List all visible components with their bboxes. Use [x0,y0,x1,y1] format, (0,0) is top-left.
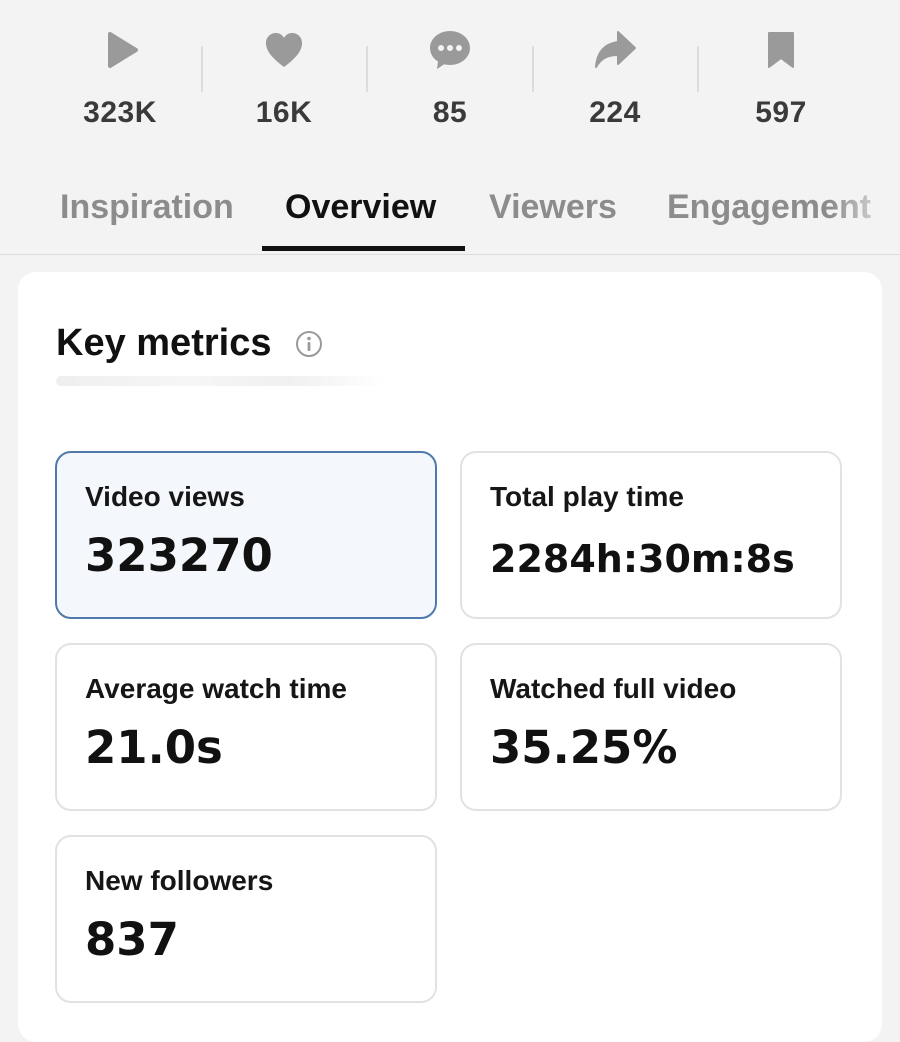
metric-label: Average watch time [85,673,347,704]
stat-views-value: 323K [83,96,157,129]
stat-shares-value: 224 [589,96,641,129]
metric-label: New followers [85,865,274,896]
stat-saves[interactable]: 597 [711,28,851,138]
stat-comments[interactable]: 85 [380,28,520,138]
tab-overview[interactable]: Overview [285,188,437,226]
divider [532,46,534,92]
stat-likes-value: 16K [255,96,313,129]
metric-label: Video views [85,481,245,512]
divider [697,46,699,92]
analytics-tabs: Inspiration Overview Viewers Engagement [0,170,900,255]
divider [201,46,203,92]
active-tab-indicator [262,246,465,251]
stat-likes[interactable]: 16K [214,28,354,138]
comment-icon [428,28,472,72]
obscured-subtitle [56,376,386,386]
video-stats-bar: 323K 16K 85 224 597 [0,0,900,150]
metric-average-watch-time[interactable]: Average watch time 21.0s [55,643,437,811]
stat-shares[interactable]: 224 [545,28,685,138]
metric-value: 35.25% [490,721,678,774]
metric-watched-full-video[interactable]: Watched full video 35.25% [460,643,842,811]
metric-value: 2284h:30m:8s [490,537,795,581]
info-icon[interactable] [294,329,324,359]
bookmark-icon [759,28,803,72]
stat-comments-value: 85 [432,96,468,129]
metric-value: 837 [85,913,179,966]
metric-value: 323270 [85,529,273,582]
play-icon [98,28,142,72]
stat-views[interactable]: 323K [50,28,190,138]
stat-saves-value: 597 [755,96,807,129]
tab-viewers[interactable]: Viewers [489,188,617,226]
tab-inspiration[interactable]: Inspiration [60,188,234,226]
metric-video-views[interactable]: Video views 323270 [55,451,437,619]
share-icon [593,28,637,72]
divider [366,46,368,92]
section-title: Key metrics [56,322,272,364]
metric-new-followers[interactable]: New followers 837 [55,835,437,1003]
metric-label: Watched full video [490,673,737,704]
tab-scroll-fade [830,170,900,250]
metric-value: 21.0s [85,721,223,774]
metric-total-play-time[interactable]: Total play time 2284h:30m:8s [460,451,842,619]
metric-label: Total play time [490,481,684,512]
heart-icon [262,28,306,72]
key-metrics-card: Key metrics Video views 323270 Total pla… [18,272,882,1042]
